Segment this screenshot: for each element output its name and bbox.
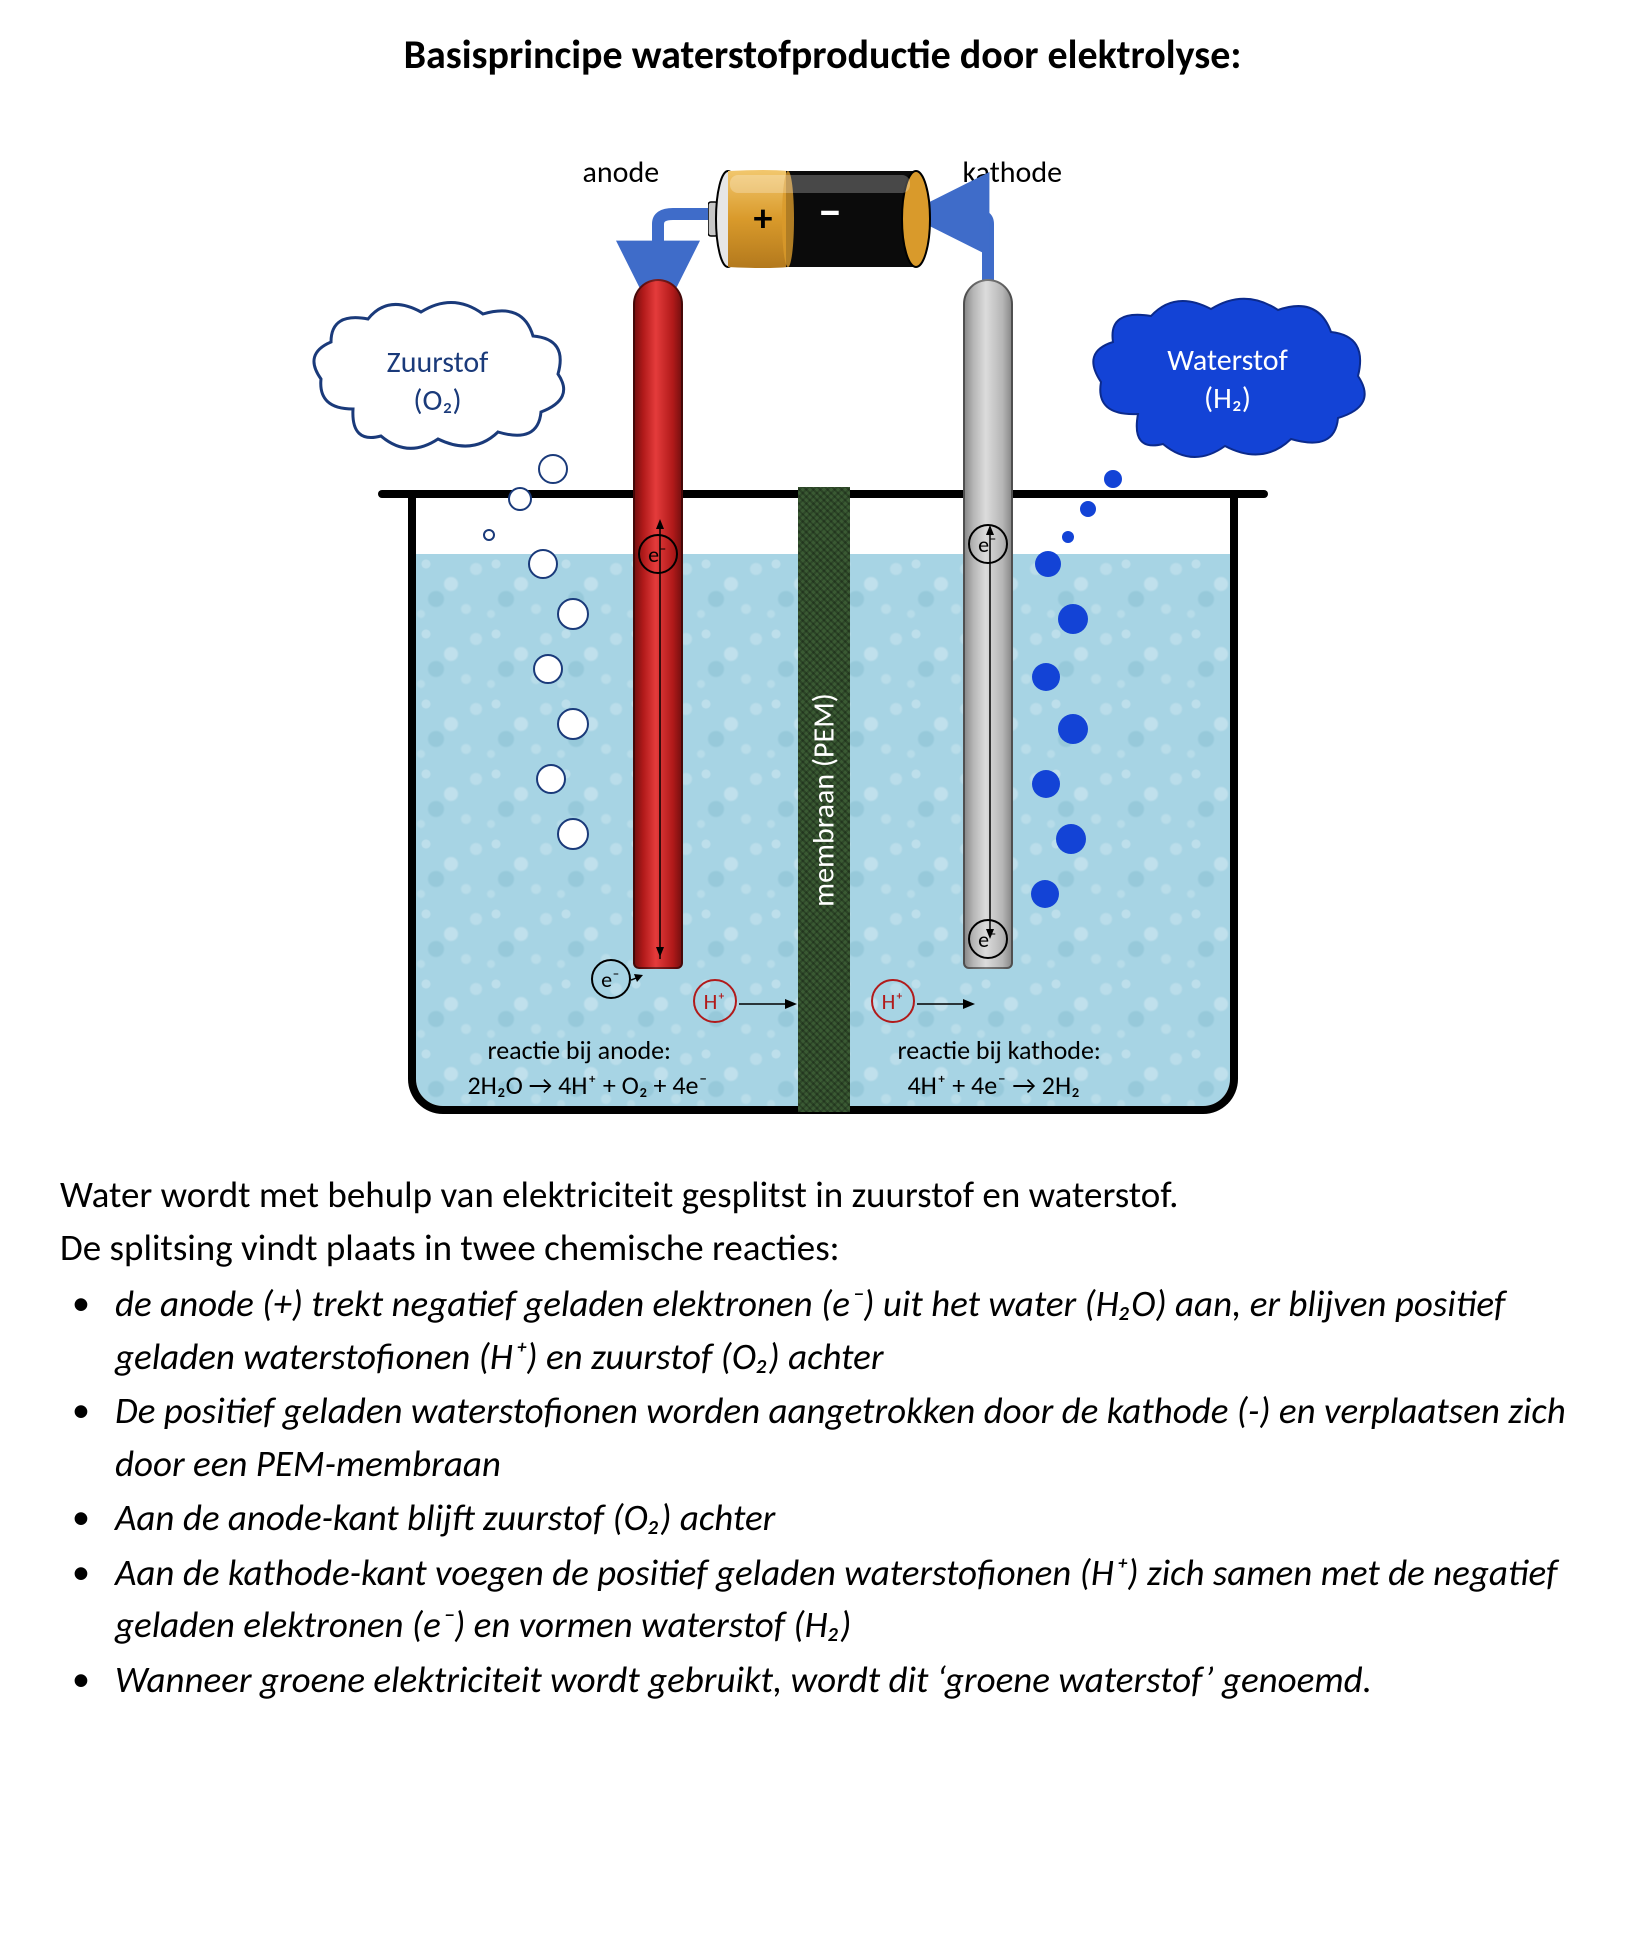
oxygen-bubble [538, 454, 568, 484]
anode-reaction-title: reactie bij anode: [488, 1034, 672, 1066]
oxygen-bubble [557, 818, 589, 850]
oxygen-bubble [528, 549, 558, 579]
hydrogen-bubble [1032, 770, 1060, 798]
bullet-item: De positief geladen waterstofionen worde… [60, 1385, 1585, 1490]
battery-plus-label: + [753, 196, 772, 242]
electron-cathode-top: e⁻ [968, 524, 1008, 564]
hydrogen-bubble [1062, 531, 1074, 543]
bullet-item: Wanneer groene elektriciteit wordt gebru… [60, 1654, 1585, 1707]
electron-arrow-cathode [985, 519, 995, 939]
hydrogen-cloud-text: Waterstof (H₂) [1083, 342, 1373, 417]
oxygen-bubble [508, 487, 532, 511]
electron-anode-top: e⁻ [638, 534, 678, 574]
cathode-reaction-eq: 4H⁺ + 4e⁻ → 2H₂ [908, 1069, 1080, 1101]
hydrogen-bubble [1031, 880, 1059, 908]
hydrogen-bubble [1032, 663, 1060, 691]
hydrogen-bubble [1080, 501, 1096, 517]
electron-anode-bottom: e⁻ [591, 959, 631, 999]
cathode-reaction-title: reactie bij kathode: [898, 1034, 1101, 1066]
oxygen-cloud: Zuurstof (O₂) [303, 294, 573, 464]
oxygen-bubble [557, 708, 589, 740]
hydrogen-bubble [1035, 551, 1061, 577]
hydrogen-bubble [1058, 714, 1088, 744]
oxygen-bubble [533, 654, 563, 684]
hplus-right-arrow [917, 997, 977, 1011]
electron-into-anode-arrow [631, 974, 661, 994]
oxygen-bubble [557, 598, 589, 630]
bullet-item: de anode (+) trekt negatief geladen elek… [60, 1278, 1585, 1383]
oxygen-bubble [536, 764, 566, 794]
hplus-left: H⁺ [693, 979, 737, 1023]
anode-reaction-eq: 2H₂O → 4H⁺ + O₂ + 4e⁻ [468, 1069, 708, 1101]
electrolysis-diagram: anode kathode [273, 119, 1373, 1119]
bullet-item: Aan de kathode-kant voegen de positief g… [60, 1547, 1585, 1652]
hydrogen-bubble [1058, 604, 1088, 634]
hydrogen-bubble [1104, 470, 1122, 488]
bullet-item: Aan de anode-kant blijft zuurstof (O₂) a… [60, 1492, 1585, 1545]
battery-icon: + − [708, 169, 938, 269]
oxygen-cloud-text: Zuurstof (O₂) [303, 344, 573, 419]
description-text: Water wordt met behulp van elektriciteit… [60, 1169, 1585, 1706]
intro-line-1: Water wordt met behulp van elektriciteit… [60, 1169, 1585, 1222]
hplus-left-arrow [739, 997, 799, 1011]
battery-minus-label: − [818, 185, 840, 240]
hplus-right: H⁺ [871, 979, 915, 1023]
page-title: Basisprincipe waterstofproductie door el… [60, 30, 1585, 79]
hydrogen-cloud: Waterstof (H₂) [1083, 294, 1373, 469]
electron-arrow-anode [655, 519, 665, 969]
membrane-label: membraan (PEM) [805, 693, 842, 907]
pem-membrane: membraan (PEM) [798, 487, 850, 1112]
hydrogen-bubble [1056, 824, 1086, 854]
intro-line-2: De splitsing vindt plaats in twee chemis… [60, 1222, 1585, 1275]
oxygen-bubble [483, 529, 495, 541]
electron-cathode-bottom: e⁻ [968, 919, 1008, 959]
